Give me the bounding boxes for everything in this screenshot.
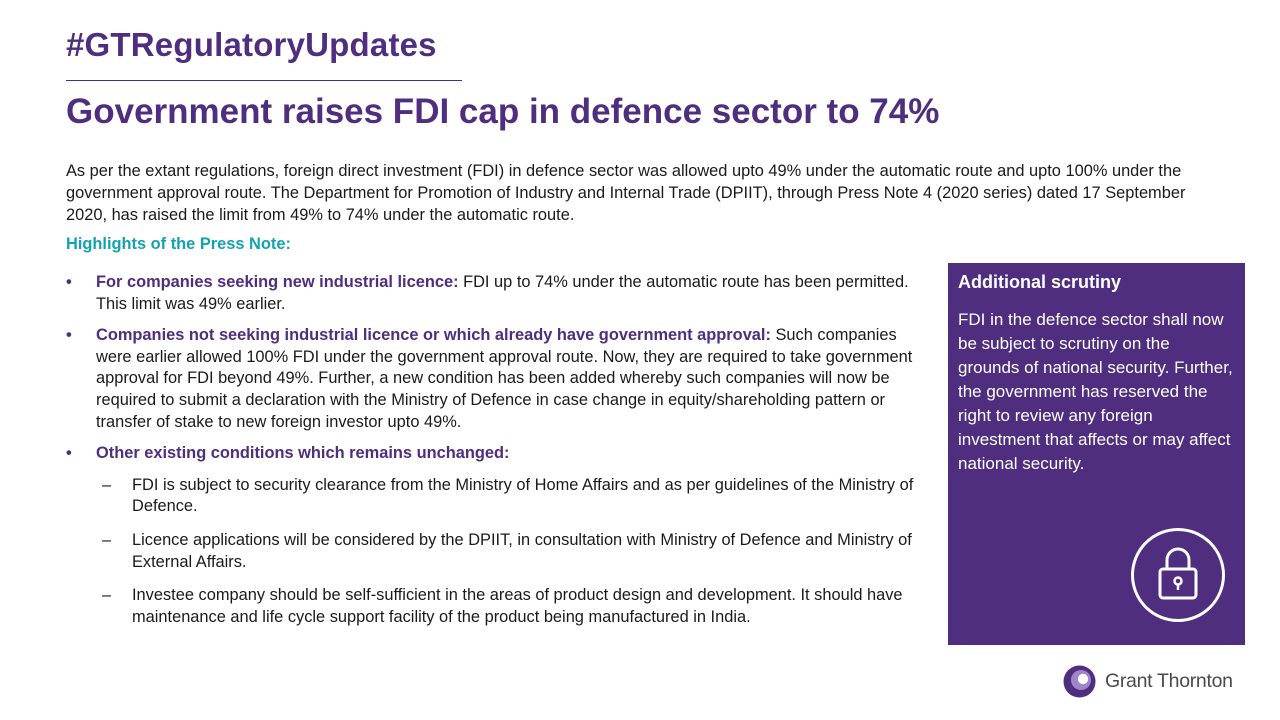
dash-marker: – <box>102 475 112 494</box>
panel-body: FDI in the defence sector shall now be s… <box>958 310 1233 473</box>
bullet-item: • For companies seeking new industrial l… <box>66 272 936 315</box>
hashtag-heading: #GTRegulatoryUpdates <box>66 26 437 63</box>
bullet-item: • Other existing conditions which remain… <box>66 443 936 465</box>
sub-item-text: Investee company should be self-sufficie… <box>132 586 903 626</box>
bullet-lead: Other existing conditions which remains … <box>96 444 510 463</box>
bullet-marker: • <box>66 444 72 463</box>
page-title: Government raises FDI cap in defence sec… <box>66 92 940 131</box>
bullet-text: FDI up to 74% under the automatic route … <box>96 273 909 313</box>
panel-heading: Additional scrutiny <box>958 272 1122 292</box>
additional-scrutiny-panel: Additional scrutiny FDI in the defence s… <box>948 263 1245 645</box>
brand-wordmark: Grant Thornton <box>1105 669 1233 692</box>
bullet-lead: Companies not seeking industrial licence… <box>96 326 771 345</box>
highlights-heading: Highlights of the Press Note: <box>66 235 291 253</box>
header-divider <box>66 80 462 81</box>
sub-item-text: Licence applications will be considered … <box>132 530 912 571</box>
bullet-marker: • <box>66 326 72 345</box>
bullet-item: • Companies not seeking industrial licen… <box>66 325 936 433</box>
intro-paragraph: As per the extant regulations, foreign d… <box>66 162 1186 224</box>
bullet-lead: For companies seeking new industrial lic… <box>96 273 459 291</box>
lock-icon <box>1130 527 1226 623</box>
sub-item-text: FDI is subject to security clearance fro… <box>132 475 914 516</box>
sub-list-item: – Investee company should be self-suffic… <box>66 585 936 628</box>
highlights-list: • For companies seeking new industrial l… <box>66 272 936 640</box>
grant-thornton-logo-icon <box>1063 665 1096 697</box>
dash-marker: – <box>102 586 112 605</box>
bullet-text: Such companies were earlier allowed 100%… <box>96 326 913 431</box>
sub-list-item: – FDI is subject to security clearance f… <box>66 475 936 518</box>
sub-list-item: – Licence applications will be considere… <box>66 530 936 573</box>
grant-thornton-logo: Grant Thornton <box>1063 664 1233 698</box>
dash-marker: – <box>102 530 112 549</box>
bullet-marker: • <box>66 273 72 291</box>
